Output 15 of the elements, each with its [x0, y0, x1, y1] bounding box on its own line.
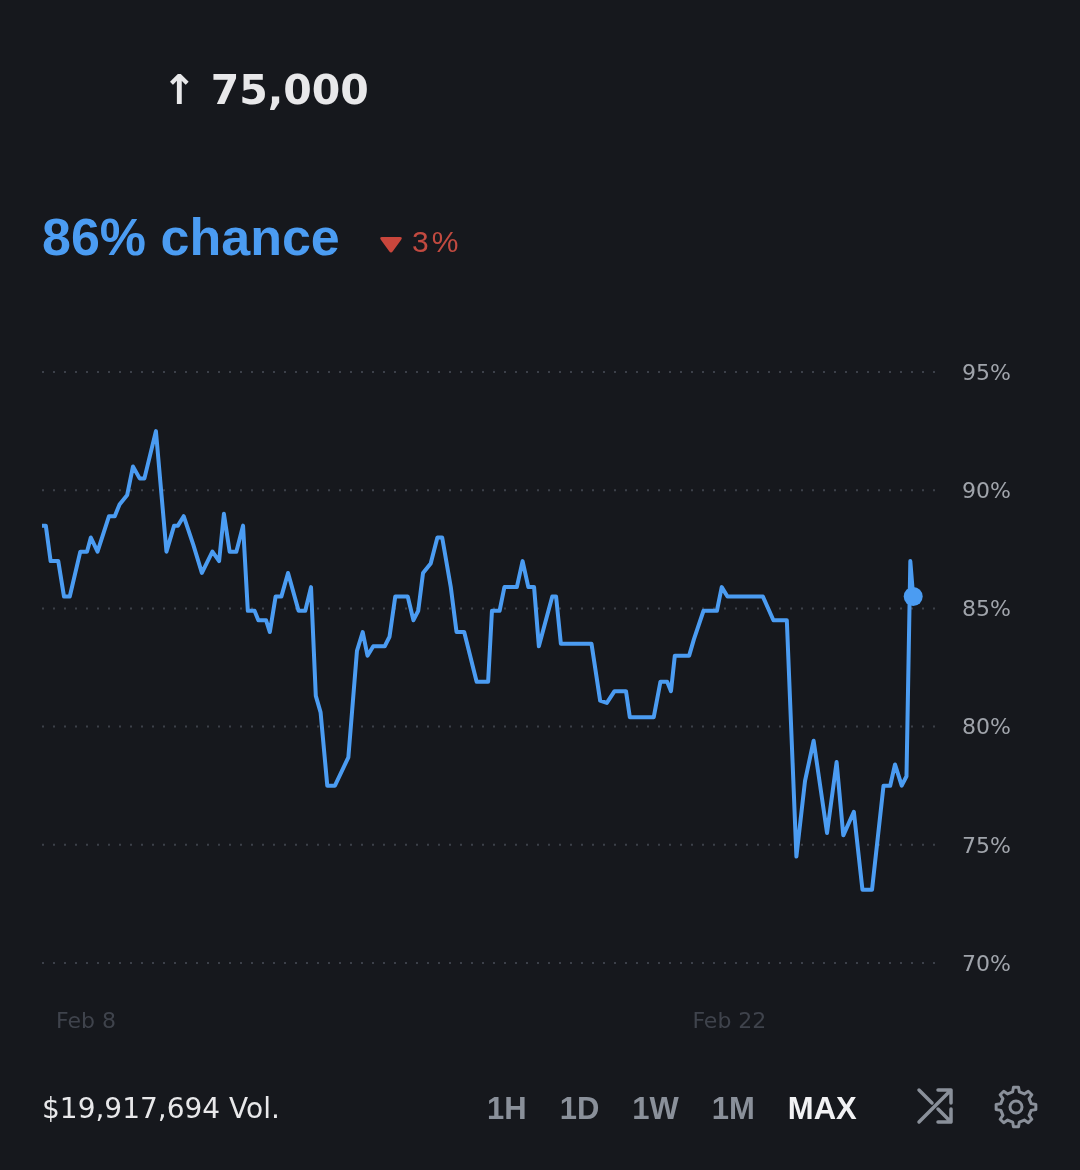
y-tick-label: 90% [962, 478, 1011, 504]
text: $19,917,694 Vol. [42, 1092, 280, 1125]
y-tick-label: 95% [962, 359, 1011, 385]
y-tick-label: 75% [962, 832, 1011, 858]
text: 1W [632, 1091, 679, 1126]
chart-title: ↑ 75,000 [162, 66, 369, 114]
chart-subtitle: 86% chance [42, 208, 340, 266]
text: 3% [412, 225, 462, 258]
text: 1M [711, 1091, 755, 1126]
text: MAX [787, 1091, 857, 1126]
text: 1D [559, 1091, 600, 1126]
y-tick-label: 80% [962, 714, 1011, 740]
y-tick-label: 70% [962, 950, 1011, 976]
y-tick-label: 85% [962, 596, 1011, 622]
text: 1H [487, 1091, 527, 1126]
